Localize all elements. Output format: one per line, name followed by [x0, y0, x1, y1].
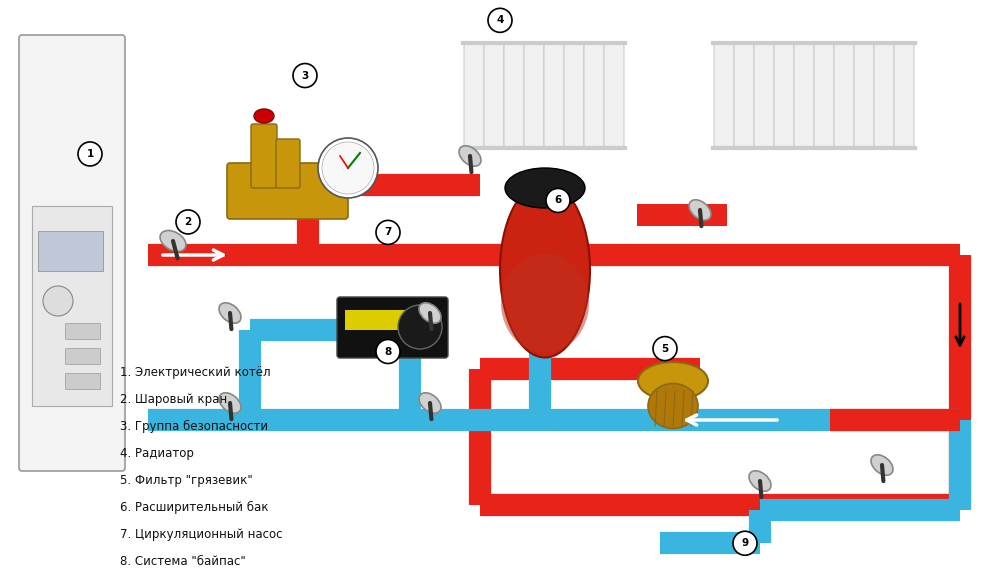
Circle shape [376, 339, 400, 364]
Text: 8: 8 [384, 346, 392, 357]
Circle shape [43, 286, 73, 316]
Circle shape [293, 63, 317, 88]
FancyBboxPatch shape [276, 139, 300, 188]
FancyBboxPatch shape [337, 297, 448, 358]
Text: 6. Расширительный бак: 6. Расширительный бак [120, 501, 268, 514]
FancyBboxPatch shape [227, 163, 348, 219]
FancyBboxPatch shape [874, 42, 894, 149]
Ellipse shape [219, 303, 241, 323]
Circle shape [398, 305, 442, 349]
Text: 4. Радиатор: 4. Радиатор [120, 447, 194, 460]
Ellipse shape [638, 362, 708, 400]
Text: 1. Электрический котёл: 1. Электрический котёл [120, 366, 271, 379]
Text: 1: 1 [86, 149, 94, 159]
Ellipse shape [500, 182, 590, 357]
Circle shape [78, 142, 102, 166]
Text: 7: 7 [384, 227, 392, 238]
FancyBboxPatch shape [564, 42, 584, 149]
FancyBboxPatch shape [714, 42, 734, 149]
Circle shape [488, 8, 512, 33]
FancyBboxPatch shape [734, 42, 754, 149]
FancyBboxPatch shape [894, 42, 914, 149]
FancyBboxPatch shape [794, 42, 814, 149]
Circle shape [176, 210, 200, 234]
Text: 3. Группа безопасности: 3. Группа безопасности [120, 420, 268, 433]
Text: 2: 2 [184, 217, 192, 227]
FancyBboxPatch shape [584, 42, 604, 149]
Bar [65, 323, 100, 339]
Text: 8. Система "байпас": 8. Система "байпас" [120, 555, 246, 568]
Text: 2. Шаровый кран: 2. Шаровый кран [120, 393, 227, 406]
Ellipse shape [459, 146, 481, 166]
Bar [38, 231, 103, 271]
Circle shape [376, 220, 400, 245]
FancyBboxPatch shape [484, 42, 504, 149]
Ellipse shape [749, 471, 771, 491]
Circle shape [318, 138, 378, 198]
FancyBboxPatch shape [604, 42, 624, 149]
Text: 4: 4 [496, 15, 504, 26]
Ellipse shape [505, 168, 585, 208]
FancyBboxPatch shape [19, 35, 125, 471]
Bar [65, 373, 100, 389]
Circle shape [546, 188, 570, 213]
Bar [32, 206, 112, 406]
FancyBboxPatch shape [854, 42, 874, 149]
Ellipse shape [871, 455, 893, 475]
FancyBboxPatch shape [754, 42, 774, 149]
Text: 9: 9 [741, 538, 749, 548]
Ellipse shape [648, 383, 698, 429]
FancyBboxPatch shape [544, 42, 564, 149]
FancyBboxPatch shape [251, 124, 277, 188]
Ellipse shape [501, 253, 589, 353]
Text: 3: 3 [301, 70, 309, 81]
Text: 6: 6 [554, 195, 562, 206]
Circle shape [733, 531, 757, 555]
FancyBboxPatch shape [524, 42, 544, 149]
FancyBboxPatch shape [814, 42, 834, 149]
Text: 5: 5 [661, 343, 669, 354]
Ellipse shape [219, 393, 241, 413]
Text: 5. Фильтр "грязевик": 5. Фильтр "грязевик" [120, 474, 253, 487]
Ellipse shape [419, 303, 441, 323]
FancyBboxPatch shape [834, 42, 854, 149]
Ellipse shape [419, 393, 441, 413]
FancyBboxPatch shape [504, 42, 524, 149]
Ellipse shape [254, 109, 274, 123]
FancyBboxPatch shape [464, 42, 484, 149]
Bar [637, 204, 727, 226]
Ellipse shape [160, 231, 186, 252]
Ellipse shape [689, 200, 711, 220]
Bar [65, 348, 100, 364]
Circle shape [322, 142, 374, 194]
FancyBboxPatch shape [774, 42, 794, 149]
Text: 7. Циркуляционный насос: 7. Циркуляционный насос [120, 528, 283, 541]
Circle shape [653, 336, 677, 361]
Bar [345, 310, 405, 330]
